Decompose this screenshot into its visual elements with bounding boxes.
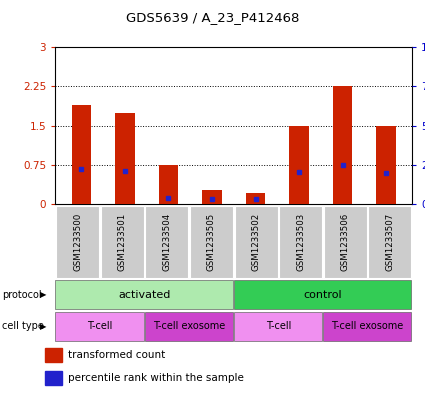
Text: GSM1233507: GSM1233507: [385, 213, 394, 271]
Bar: [55, 312, 144, 341]
Bar: [333, 86, 352, 204]
Text: GSM1233506: GSM1233506: [341, 213, 350, 271]
Bar: [71, 105, 91, 204]
Text: GSM1233503: GSM1233503: [296, 213, 305, 271]
Bar: [55, 280, 233, 309]
Bar: [202, 190, 222, 204]
Text: T-cell exosome: T-cell exosome: [153, 321, 225, 331]
Bar: [56, 206, 99, 277]
Bar: [45, 371, 62, 385]
Bar: [376, 126, 396, 204]
Bar: [289, 126, 309, 204]
Text: transformed count: transformed count: [68, 350, 165, 360]
Bar: [279, 206, 322, 277]
Text: T-cell: T-cell: [87, 321, 113, 331]
Text: cell type: cell type: [2, 321, 44, 331]
Bar: [144, 312, 233, 341]
Bar: [246, 193, 265, 204]
Bar: [323, 312, 411, 341]
Text: control: control: [304, 290, 342, 300]
Text: percentile rank within the sample: percentile rank within the sample: [68, 373, 244, 383]
Bar: [324, 206, 367, 277]
Text: GSM1233500: GSM1233500: [73, 213, 82, 271]
Text: T-cell exosome: T-cell exosome: [332, 321, 404, 331]
Text: ▶: ▶: [40, 322, 46, 331]
Text: GSM1233505: GSM1233505: [207, 213, 216, 271]
Bar: [368, 206, 411, 277]
Bar: [115, 113, 135, 204]
Bar: [234, 312, 322, 341]
Bar: [190, 206, 233, 277]
Bar: [145, 206, 188, 277]
Text: T-cell: T-cell: [266, 321, 291, 331]
Bar: [159, 165, 178, 204]
Bar: [235, 206, 278, 277]
Bar: [101, 206, 144, 277]
Text: GSM1233504: GSM1233504: [162, 213, 171, 271]
Text: ▶: ▶: [40, 290, 46, 299]
Text: activated: activated: [118, 290, 171, 300]
Text: protocol: protocol: [2, 290, 42, 300]
Text: GSM1233501: GSM1233501: [118, 213, 127, 271]
Bar: [45, 348, 62, 362]
Text: GDS5639 / A_23_P412468: GDS5639 / A_23_P412468: [126, 11, 299, 24]
Text: GSM1233502: GSM1233502: [252, 213, 261, 271]
Bar: [234, 280, 411, 309]
